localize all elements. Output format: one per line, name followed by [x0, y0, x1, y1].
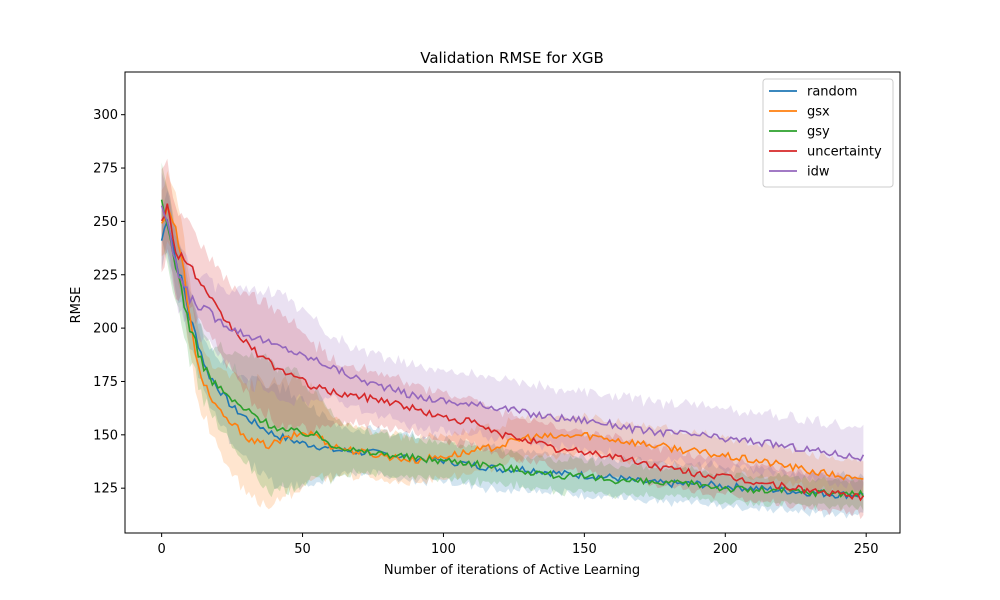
- y-tick-label: 275: [93, 162, 118, 177]
- plot-frame: [124, 71, 901, 534]
- x-tick-label: 100: [431, 542, 456, 557]
- y-tick-label: 150: [93, 428, 118, 443]
- legend-label-random: random: [807, 85, 857, 100]
- band-idw: [161, 172, 864, 494]
- x-axis-ticks: 0 50 100 150 200 250: [157, 533, 879, 557]
- y-tick-label: 250: [93, 215, 118, 230]
- legend-label-gsx: gsx: [807, 105, 830, 120]
- legend-label-uncertainty: uncertainty: [807, 145, 882, 160]
- legend: random gsx gsy uncertainty idw: [762, 78, 894, 188]
- line-gsx: [160, 203, 864, 481]
- x-tick-label: 250: [854, 542, 879, 557]
- y-axis-title: RMSE: [69, 287, 84, 324]
- y-tick-label: 200: [93, 322, 118, 337]
- y-tick-label: 300: [93, 108, 118, 123]
- x-tick-label: 50: [294, 542, 311, 557]
- line-gsy: [160, 199, 865, 498]
- confidence-bands: [161, 158, 864, 520]
- series-lines: [160, 199, 865, 502]
- y-tick-label: 125: [93, 482, 118, 497]
- legend-label-idw: idw: [807, 165, 830, 180]
- y-tick-label: 175: [93, 375, 118, 390]
- legend-box: [762, 78, 894, 188]
- band-random: [161, 190, 864, 519]
- band-gsy: [161, 162, 864, 511]
- x-tick-label: 200: [713, 542, 738, 557]
- line-idw: [160, 205, 865, 462]
- band-gsx: [161, 171, 864, 510]
- x-axis-title: Number of iterations of Active Learning: [384, 563, 640, 578]
- x-tick-label: 0: [157, 542, 165, 557]
- x-tick-label: 150: [572, 542, 597, 557]
- line-uncertainty: [160, 203, 865, 502]
- y-axis-ticks: 125 150 175 200 225 250 275 300: [93, 108, 125, 497]
- band-uncertainty: [161, 158, 864, 520]
- y-tick-label: 225: [93, 268, 118, 283]
- chart-title: Validation RMSE for XGB: [420, 49, 604, 67]
- legend-label-gsy: gsy: [807, 125, 830, 140]
